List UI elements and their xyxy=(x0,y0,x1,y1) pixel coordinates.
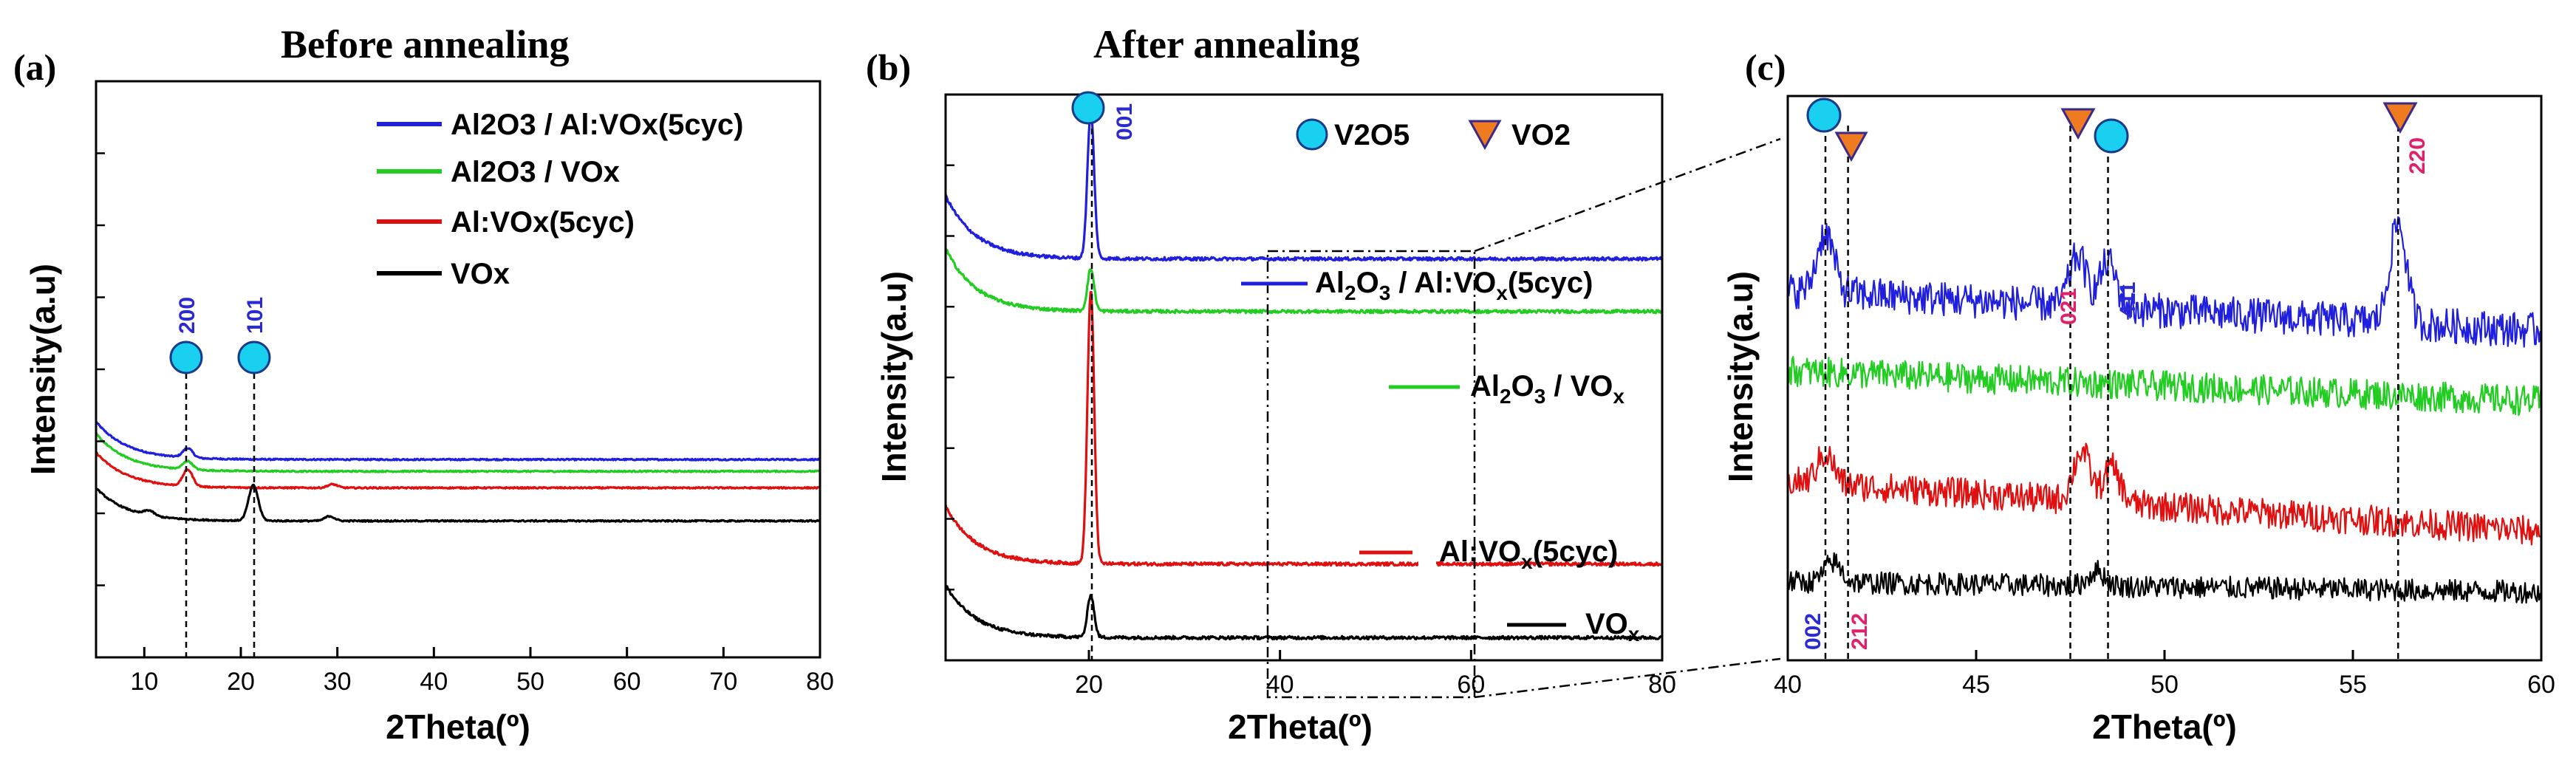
panel-b-x-ticks: 20 40 60 80 xyxy=(1075,650,1676,699)
x-tick-label: 50 xyxy=(516,668,544,696)
x-tick-label: 50 xyxy=(2150,671,2179,699)
legend-entry-b-4: VOx xyxy=(1585,608,1640,646)
panel-c-x-label: 2Theta(º) xyxy=(2092,708,2237,746)
panel-a-x-label: 2Theta(º) xyxy=(386,708,530,746)
panel-b-letter: (b) xyxy=(866,47,911,88)
x-tick-label: 60 xyxy=(2527,671,2555,699)
panel-b-curves xyxy=(944,109,1664,641)
panel-b: (b) After annealing 20 40 60 80 2Theta(º) I… xyxy=(866,22,1781,746)
x-tick-label: 60 xyxy=(1457,671,1485,699)
peak-label-200: 200 xyxy=(175,297,199,334)
legend-entry-a-4: VOx xyxy=(451,258,510,290)
panel-c: (c) 40 45 50 55 60 2Theta(º) Intensity(a.u) … xyxy=(1721,47,2555,746)
panel-a-curves xyxy=(95,420,821,523)
legend-vo2-label: VO2 xyxy=(1511,119,1571,151)
series-line-2-4 xyxy=(944,584,1664,641)
series-line-3-2 xyxy=(1786,355,2543,417)
panel-c-x-ticks: 40 45 50 55 60 xyxy=(1774,650,2555,699)
panel-b-title: After annealing xyxy=(1093,22,1360,66)
legend-entry-b-3: Al:VOx(5cyc) xyxy=(1439,535,1618,573)
series-line-1-3 xyxy=(95,451,821,490)
x-tick-label: 20 xyxy=(1075,671,1103,699)
legend-entry-a-2: Al2O3 / VOx xyxy=(451,156,620,188)
x-tick-label: 40 xyxy=(1266,671,1294,699)
panel-c-y-label: Intensity(a.u) xyxy=(1721,271,1760,482)
panel-c-reference-lines xyxy=(1824,126,2399,660)
vo2-marker-c-1 xyxy=(1834,131,1868,162)
x-tick-label: 40 xyxy=(420,668,448,696)
zoom-connector-top xyxy=(1474,137,1781,253)
panel-a: (a) Before annealing 10 20 30 40 50 60 70 80 2T… xyxy=(13,22,834,746)
panel-b-y-label: Intensity(a.u) xyxy=(875,271,913,482)
x-tick-label: 80 xyxy=(806,668,834,696)
legend-entry-a-1: Al2O3 / Al:VOx(5cyc) xyxy=(451,109,743,141)
panel-a-frame xyxy=(95,80,821,659)
series-line-1-4 xyxy=(95,483,821,523)
v2o5-marker-200 xyxy=(169,340,203,374)
zoom-connector-bottom xyxy=(1474,657,1781,699)
panel-b-x-label: 2Theta(º) xyxy=(1228,708,1373,746)
series-line-3-3 xyxy=(1786,442,2542,546)
series-line-2-3 xyxy=(944,290,1664,567)
panel-a-letter: (a) xyxy=(13,47,56,88)
legend-v2o5-label: V2O5 xyxy=(1334,119,1410,151)
series-line-1-1 xyxy=(95,420,821,462)
panel-a-title: Before annealing xyxy=(281,22,570,66)
v2o5-marker-c-2 xyxy=(2094,118,2129,154)
vo2-marker-c-3 xyxy=(2382,102,2418,134)
x-tick-label: 40 xyxy=(1774,671,1802,699)
x-tick-label: 60 xyxy=(613,668,641,696)
legend-entry-b-1: Al2O3 / Al:VOx(5cyc) xyxy=(1315,267,1593,304)
peak-label-212: 212 xyxy=(1848,613,1872,650)
legend-vo2-icon xyxy=(1468,120,1502,151)
vo2-marker-c-2 xyxy=(2060,108,2096,140)
peak-label-220: 220 xyxy=(2405,137,2430,174)
x-tick-label: 30 xyxy=(324,668,352,696)
peak-label-001: 001 xyxy=(1113,103,1137,140)
v2o5-marker-001 xyxy=(1071,91,1105,125)
x-tick-label: 55 xyxy=(2339,671,2367,699)
v2o5-marker-101 xyxy=(237,340,271,374)
series-line-2-1 xyxy=(944,109,1664,262)
panel-c-letter: (c) xyxy=(1745,47,1786,88)
legend-v2o5-icon xyxy=(1296,118,1328,151)
panel-a-legend: Al2O3 / Al:VOx(5cyc) Al2O3 / VOx Al:VOx(… xyxy=(377,109,743,290)
legend-entry-b-2: Al2O3 / VOx xyxy=(1470,370,1624,408)
series-line-3-1 xyxy=(1786,216,2543,348)
legend-entry-a-3: Al:VOx(5cyc) xyxy=(451,206,635,239)
peak-label-002: 002 xyxy=(1801,613,1825,650)
series-line-1-2 xyxy=(95,432,821,473)
v2o5-marker-c-1 xyxy=(1806,97,1842,133)
label-gap-mask xyxy=(1418,535,1436,569)
x-tick-label: 20 xyxy=(227,668,255,696)
panel-b-frame xyxy=(944,93,1664,662)
peak-label-101: 101 xyxy=(243,297,267,334)
panel-b-y-ticks xyxy=(946,164,954,591)
x-tick-label: 70 xyxy=(709,668,737,696)
x-tick-label: 45 xyxy=(1962,671,1990,699)
panel-a-y-ticks xyxy=(96,152,105,586)
x-tick-label: 10 xyxy=(130,668,158,696)
panel-a-x-ticks: 10 20 30 40 50 60 70 80 xyxy=(130,647,834,696)
series-line-2-2 xyxy=(944,248,1664,315)
panel-c-curves xyxy=(1786,216,2543,604)
peak-label-411: 411 xyxy=(2116,282,2140,318)
panel-a-y-label: Intensity(a.u) xyxy=(24,264,62,475)
peak-label-021: 021 xyxy=(2057,288,2081,325)
series-line-3-4 xyxy=(1786,552,2542,604)
zoom-region-box xyxy=(1266,250,1476,699)
panel-c-frame xyxy=(1786,95,2543,662)
